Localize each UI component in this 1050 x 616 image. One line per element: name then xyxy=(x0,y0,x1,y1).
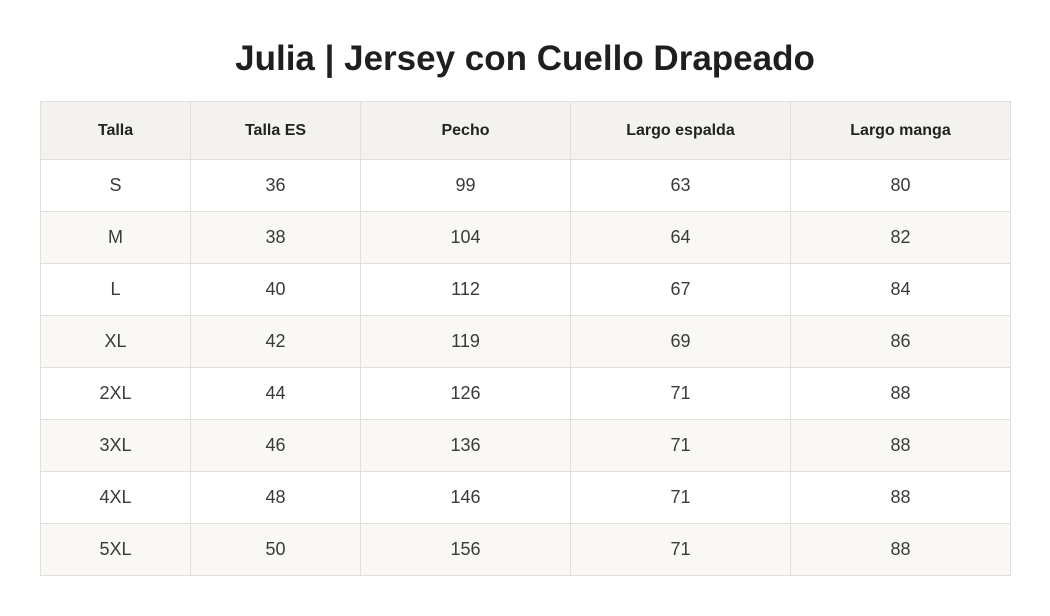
cell-largo-espalda: 71 xyxy=(570,419,791,472)
cell-talla-es: 40 xyxy=(190,263,361,316)
header-pecho: Pecho xyxy=(360,101,571,160)
table-row: 4XL 48 146 71 88 xyxy=(40,471,1011,524)
cell-largo-manga: 88 xyxy=(790,367,1011,420)
cell-largo-manga: 88 xyxy=(790,419,1011,472)
size-chart-table: Talla Talla ES Pecho Largo espalda Largo… xyxy=(40,101,1011,576)
table-header: Talla Talla ES Pecho Largo espalda Largo… xyxy=(40,101,1011,160)
header-row: Talla Talla ES Pecho Largo espalda Largo… xyxy=(40,101,1011,160)
cell-talla-es: 38 xyxy=(190,211,361,264)
cell-largo-manga: 88 xyxy=(790,471,1011,524)
cell-largo-manga: 82 xyxy=(790,211,1011,264)
cell-talla: 3XL xyxy=(40,419,191,472)
cell-pecho: 136 xyxy=(360,419,571,472)
table-body: S 36 99 63 80 M 38 104 64 82 L 40 112 67… xyxy=(40,159,1011,576)
cell-talla-es: 48 xyxy=(190,471,361,524)
cell-largo-espalda: 71 xyxy=(570,523,791,576)
cell-largo-espalda: 71 xyxy=(570,367,791,420)
table-row: L 40 112 67 84 xyxy=(40,263,1011,316)
cell-largo-espalda: 64 xyxy=(570,211,791,264)
cell-largo-manga: 88 xyxy=(790,523,1011,576)
cell-pecho: 126 xyxy=(360,367,571,420)
cell-pecho: 119 xyxy=(360,315,571,368)
page-title: Julia | Jersey con Cuello Drapeado xyxy=(235,39,815,78)
cell-pecho: 112 xyxy=(360,263,571,316)
cell-pecho: 99 xyxy=(360,159,571,212)
cell-pecho: 156 xyxy=(360,523,571,576)
cell-talla: L xyxy=(40,263,191,316)
cell-largo-espalda: 67 xyxy=(570,263,791,316)
cell-talla: 2XL xyxy=(40,367,191,420)
cell-talla: 4XL xyxy=(40,471,191,524)
table-row: M 38 104 64 82 xyxy=(40,211,1011,264)
cell-largo-espalda: 69 xyxy=(570,315,791,368)
cell-talla-es: 46 xyxy=(190,419,361,472)
table-row: XL 42 119 69 86 xyxy=(40,315,1011,368)
cell-largo-manga: 80 xyxy=(790,159,1011,212)
header-largo-espalda: Largo espalda xyxy=(570,101,791,160)
table-row: 5XL 50 156 71 88 xyxy=(40,523,1011,576)
cell-talla: XL xyxy=(40,315,191,368)
cell-pecho: 104 xyxy=(360,211,571,264)
cell-largo-manga: 84 xyxy=(790,263,1011,316)
cell-largo-espalda: 71 xyxy=(570,471,791,524)
cell-pecho: 146 xyxy=(360,471,571,524)
cell-talla-es: 50 xyxy=(190,523,361,576)
header-talla: Talla xyxy=(40,101,191,160)
cell-talla: S xyxy=(40,159,191,212)
header-largo-manga: Largo manga xyxy=(790,101,1011,160)
table-row: 3XL 46 136 71 88 xyxy=(40,419,1011,472)
table-row: S 36 99 63 80 xyxy=(40,159,1011,212)
cell-talla-es: 42 xyxy=(190,315,361,368)
cell-largo-manga: 86 xyxy=(790,315,1011,368)
cell-talla-es: 44 xyxy=(190,367,361,420)
cell-talla: 5XL xyxy=(40,523,191,576)
header-talla-es: Talla ES xyxy=(190,101,361,160)
table-row: 2XL 44 126 71 88 xyxy=(40,367,1011,420)
cell-talla: M xyxy=(40,211,191,264)
cell-talla-es: 36 xyxy=(190,159,361,212)
cell-largo-espalda: 63 xyxy=(570,159,791,212)
